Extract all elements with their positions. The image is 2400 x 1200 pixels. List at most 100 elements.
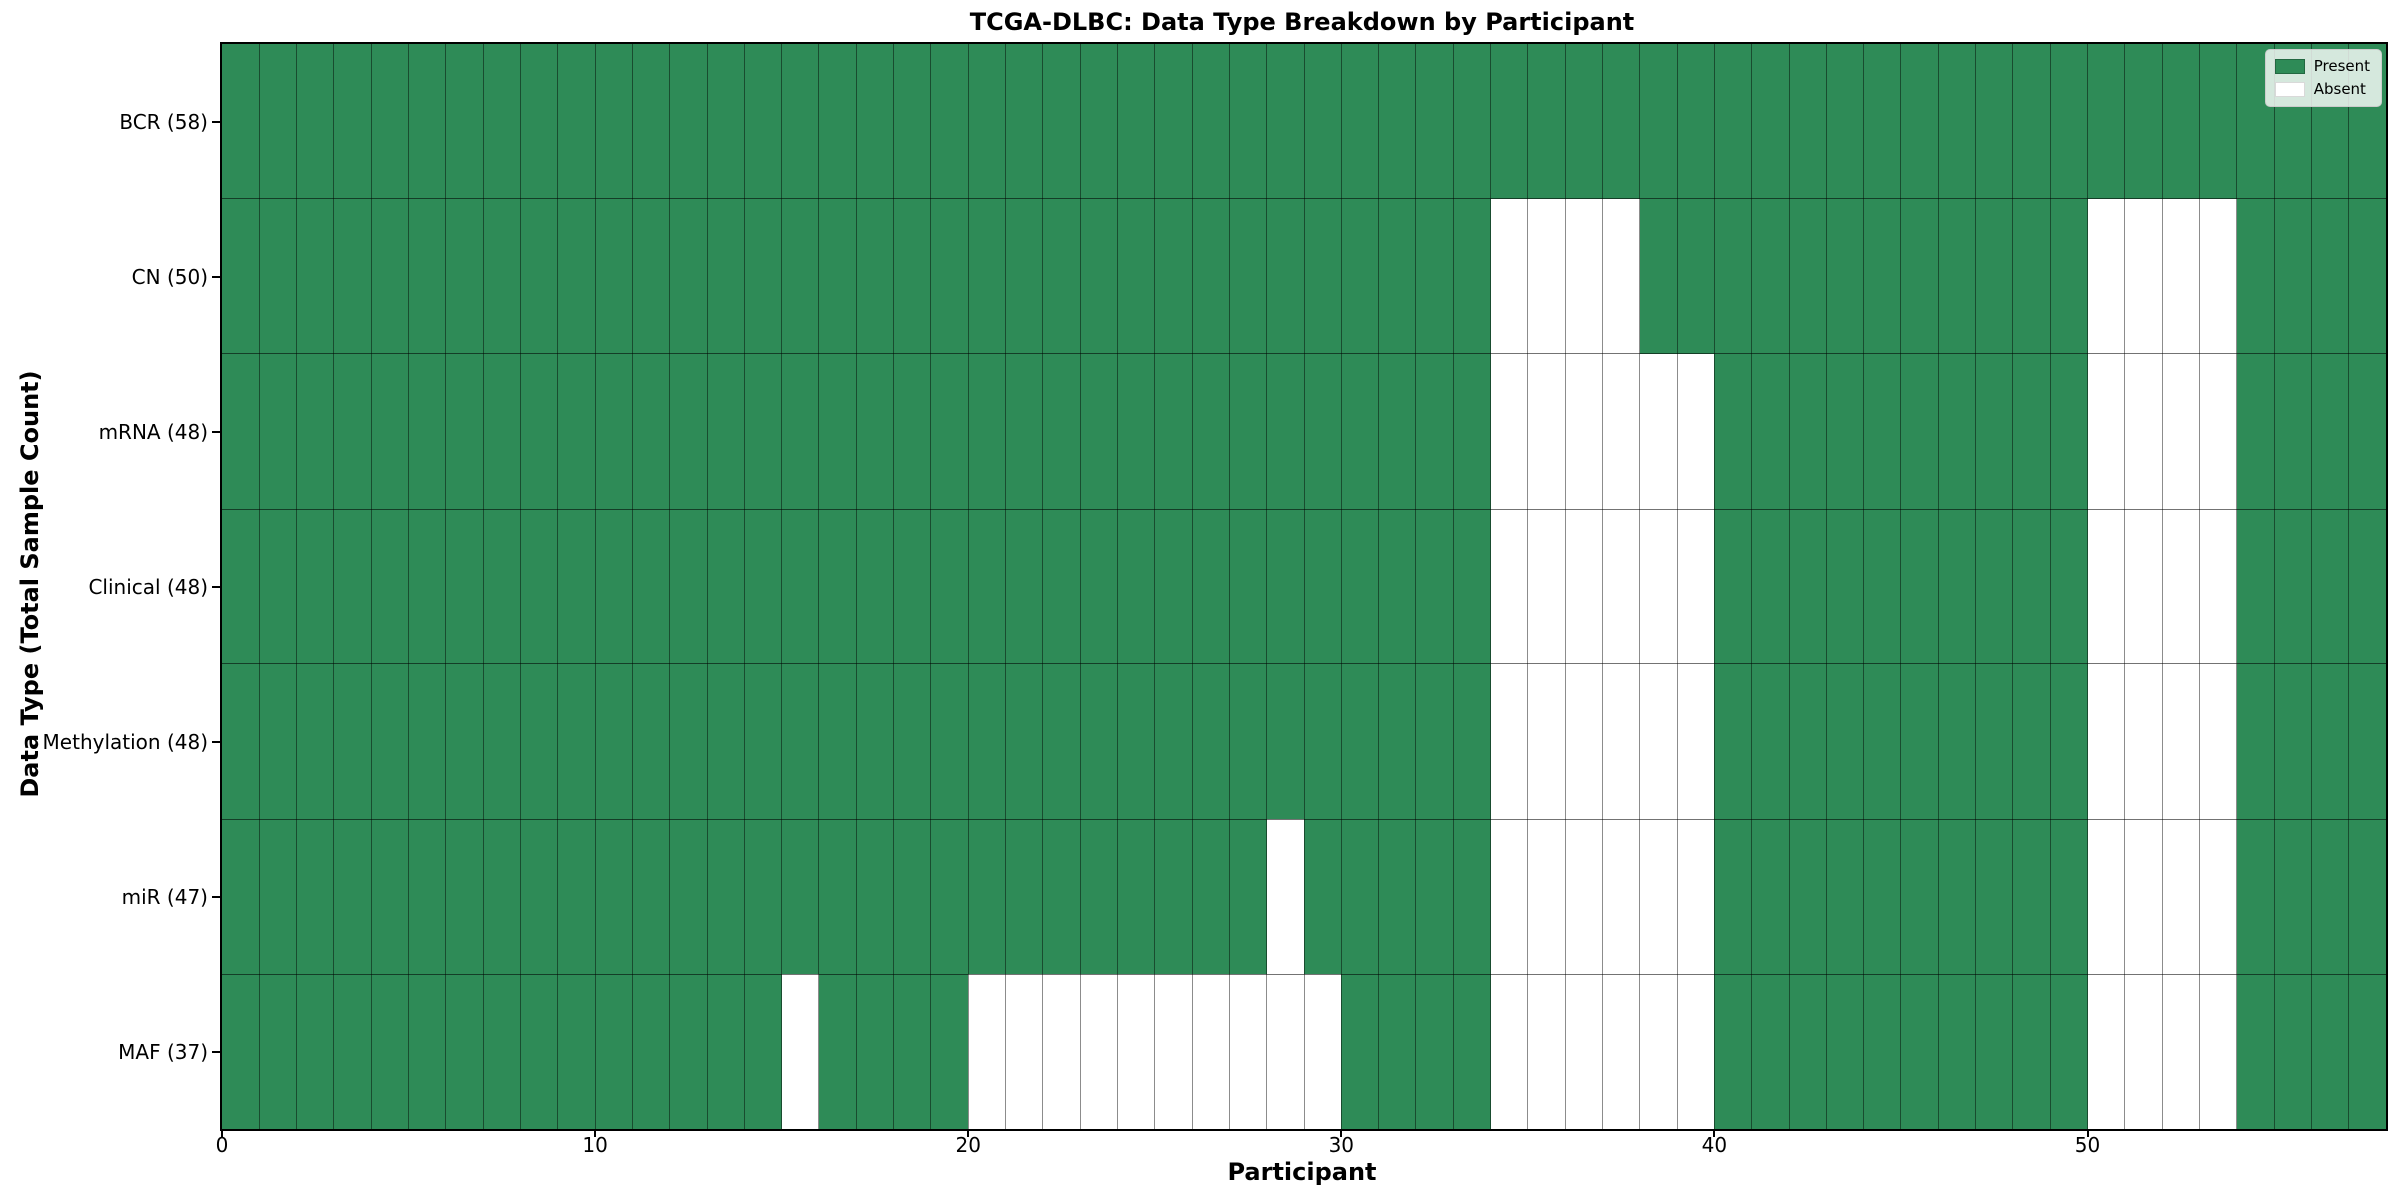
- grid-line-vertical: [296, 44, 298, 1129]
- cell-absent-Clinical-p37: [1602, 509, 1640, 664]
- x-tick-mark-30: [1340, 1129, 1343, 1137]
- grid-line-vertical: [2087, 44, 2089, 1129]
- grid-line-vertical: [893, 44, 895, 1129]
- x-tick-mark-10: [594, 1129, 597, 1137]
- grid-line-vertical: [408, 44, 410, 1129]
- grid-line-vertical: [519, 44, 521, 1129]
- cell-absent-CN-p36: [1565, 199, 1603, 354]
- grid-line-vertical: [1228, 44, 1230, 1129]
- x-tick-mark-20: [967, 1129, 970, 1137]
- y-tick-mark-CN: [212, 275, 220, 278]
- cell-absent-CN-p35: [1527, 199, 1566, 354]
- cell-absent-MAF-p15: [781, 974, 819, 1129]
- grid-line-vertical: [1601, 44, 1603, 1129]
- grid-line-vertical: [2310, 44, 2312, 1129]
- grid-line-vertical: [1639, 44, 1641, 1129]
- cell-absent-Clinical-p50: [2087, 509, 2125, 664]
- cell-absent-mRNA-p52: [2162, 354, 2200, 509]
- y-tick-label-CN: CN (50): [131, 264, 208, 289]
- cell-absent-Clinical-p36: [1565, 509, 1603, 664]
- grid-line-vertical: [333, 44, 335, 1129]
- cell-absent-Methylation-p37: [1602, 664, 1640, 819]
- grid-line-vertical: [1975, 44, 1977, 1129]
- cell-absent-mRNA-p36: [1565, 354, 1603, 509]
- cell-absent-MAF-p36: [1565, 974, 1603, 1129]
- x-tick-mark-50: [2086, 1129, 2089, 1137]
- cell-absent-MAF-p39: [1677, 974, 1715, 1129]
- cell-absent-MAF-p38: [1639, 974, 1678, 1129]
- cell-absent-MAF-p26: [1192, 974, 1230, 1129]
- cell-absent-MAF-p35: [1527, 974, 1566, 1129]
- x-tick-mark-0: [221, 1129, 223, 1137]
- x-tick-label-50: 50: [2074, 1133, 2101, 1157]
- grid-line-vertical: [818, 44, 820, 1129]
- grid-line-vertical: [258, 44, 260, 1129]
- grid-line-vertical: [1303, 44, 1305, 1129]
- cell-absent-mRNA-p37: [1602, 354, 1640, 509]
- cell-absent-Clinical-p35: [1527, 509, 1566, 664]
- grid-line-vertical: [482, 44, 484, 1129]
- grid-line-vertical: [370, 44, 372, 1129]
- cell-absent-miR-p35: [1527, 819, 1566, 974]
- cell-absent-miR-p36: [1565, 819, 1603, 974]
- cell-absent-CN-p52: [2162, 199, 2200, 354]
- x-tick-label-10: 10: [582, 1133, 608, 1157]
- cell-absent-miR-p50: [2087, 819, 2125, 974]
- cell-absent-MAF-p29: [1304, 974, 1342, 1129]
- y-axis-label: Data Type (Total Sample Count): [16, 370, 44, 798]
- grid-line-horizontal: [222, 663, 2386, 665]
- grid-line-vertical: [1452, 44, 1454, 1129]
- x-axis-label: Participant: [1227, 1158, 1377, 1186]
- cell-absent-miR-p51: [2124, 819, 2163, 974]
- cell-absent-miR-p52: [2162, 819, 2200, 974]
- y-tick-mark-mRNA: [212, 430, 220, 433]
- x-tick-label-0: 0: [215, 1133, 229, 1157]
- cell-absent-MAF-p22: [1042, 974, 1081, 1129]
- grid-line-vertical: [1900, 44, 1902, 1129]
- y-tick-mark-BCR: [212, 120, 220, 123]
- grid-line-vertical: [1340, 44, 1342, 1129]
- legend-swatch-present-icon: [2274, 59, 2305, 74]
- cell-absent-CN-p37: [1602, 199, 1640, 354]
- cell-absent-miR-p38: [1639, 819, 1678, 974]
- grid-line-vertical: [2161, 44, 2163, 1129]
- cell-absent-Methylation-p53: [2199, 664, 2237, 819]
- grid-line-vertical: [1042, 44, 1044, 1129]
- cell-absent-MAF-p25: [1154, 974, 1193, 1129]
- cell-absent-miR-p34: [1490, 819, 1528, 974]
- grid-line-vertical: [930, 44, 932, 1129]
- grid-line-vertical: [2049, 44, 2051, 1129]
- grid-line-vertical: [1154, 44, 1156, 1129]
- cell-absent-Clinical-p34: [1490, 509, 1528, 664]
- cell-absent-Methylation-p52: [2162, 664, 2200, 819]
- grid-line-vertical: [1378, 44, 1380, 1129]
- grid-line-vertical: [1191, 44, 1193, 1129]
- grid-line-vertical: [855, 44, 857, 1129]
- cell-absent-Methylation-p51: [2124, 664, 2163, 819]
- y-tick-label-MAF: MAF (37): [118, 1039, 208, 1064]
- x-tick-label-20: 20: [955, 1133, 981, 1157]
- grid-line-vertical: [706, 44, 708, 1129]
- grid-line-vertical: [1266, 44, 1268, 1129]
- grid-line-vertical: [1713, 44, 1715, 1129]
- grid-line-vertical: [1863, 44, 1865, 1129]
- grid-line-vertical: [594, 44, 596, 1129]
- cell-absent-MAF-p50: [2087, 974, 2125, 1129]
- cell-absent-MAF-p28: [1266, 974, 1304, 1129]
- y-tick-label-Clinical: Clinical (48): [88, 574, 208, 599]
- grid-line-horizontal: [222, 818, 2386, 820]
- cell-absent-miR-p39: [1677, 819, 1715, 974]
- legend-label-absent: Absent: [2313, 80, 2366, 98]
- legend-label-present: Present: [2313, 57, 2370, 75]
- cell-absent-CN-p34: [1490, 199, 1528, 354]
- grid-line-vertical: [1825, 44, 1827, 1129]
- grid-line-vertical: [967, 44, 969, 1129]
- cell-absent-MAF-p53: [2199, 974, 2237, 1129]
- legend-swatch-absent-icon: [2274, 82, 2305, 97]
- grid-line-vertical: [2348, 44, 2350, 1129]
- cell-absent-CN-p53: [2199, 199, 2237, 354]
- grid-line-vertical: [557, 44, 559, 1129]
- heatmap-plot-area: Present Absent: [220, 42, 2388, 1131]
- cell-absent-mRNA-p39: [1677, 354, 1715, 509]
